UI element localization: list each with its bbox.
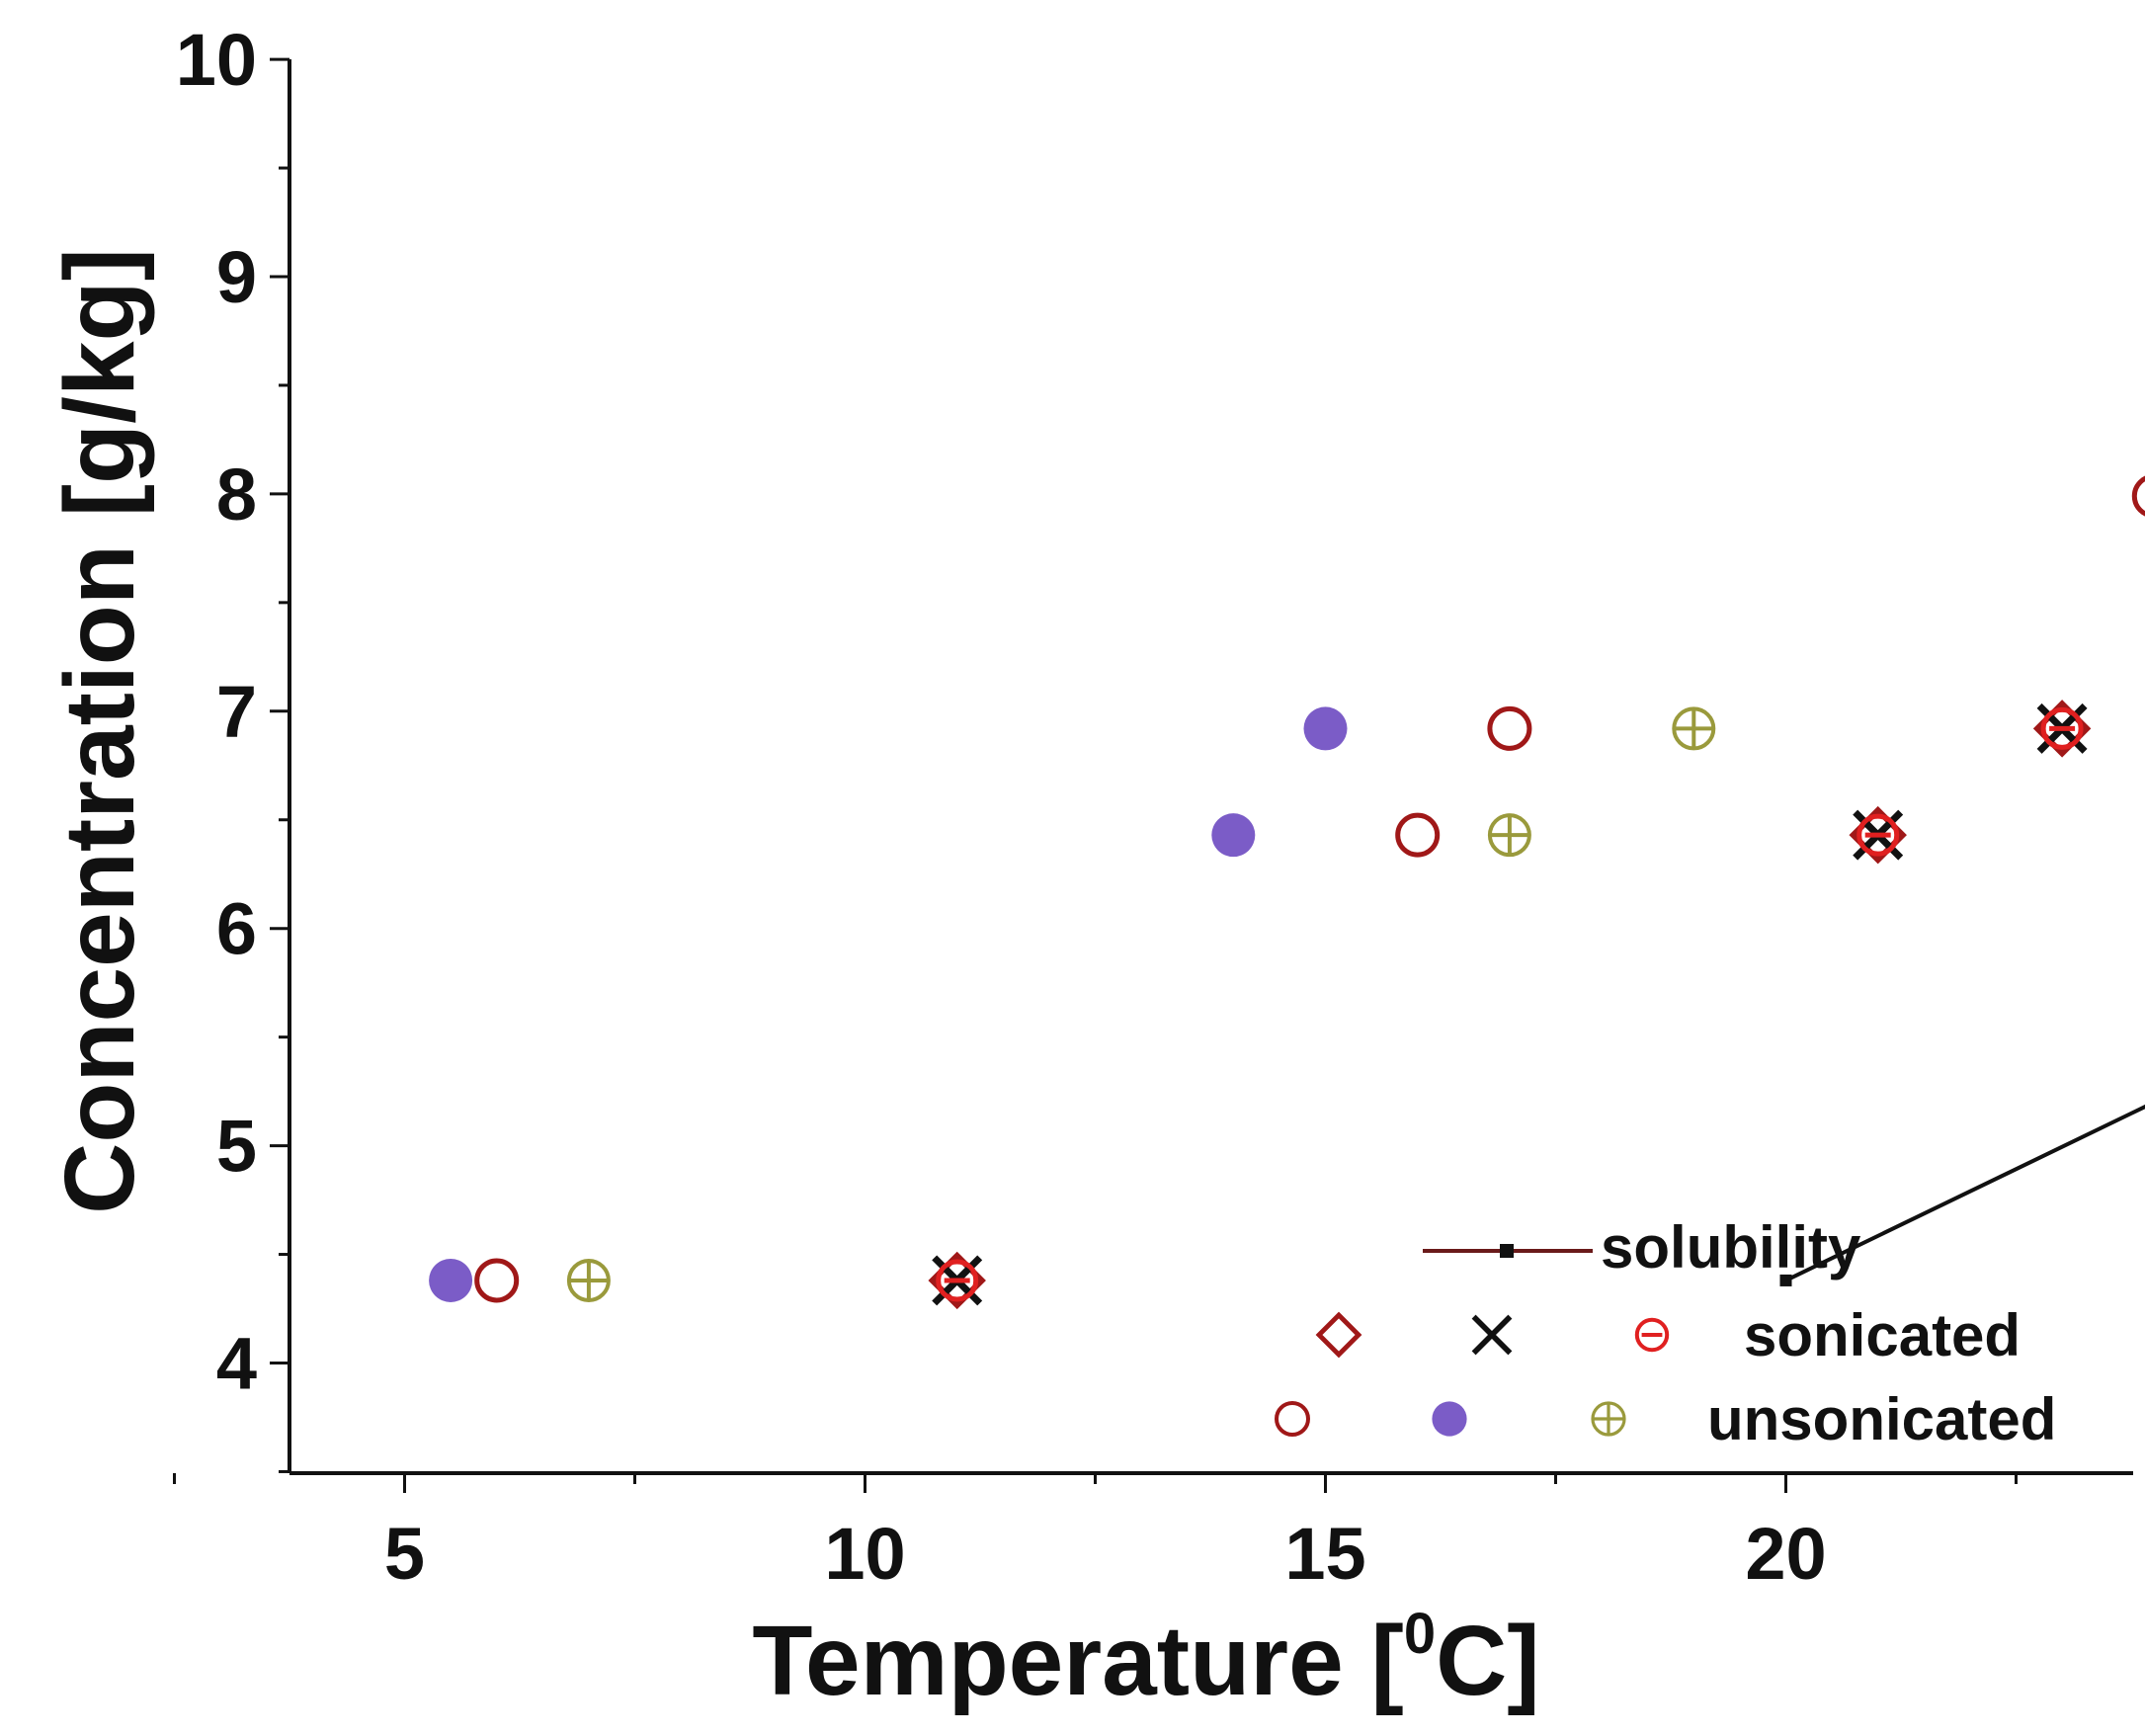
- y-tick-label: 4: [216, 1323, 257, 1405]
- data-point-circle-minus: [2040, 706, 2084, 750]
- legend-marker-x: [1471, 1314, 1513, 1356]
- legend: solubility sonicated unsonicated: [1275, 1214, 2056, 1452]
- data-point-circle-plus: [1487, 813, 1531, 858]
- y-axis-title: Concentration [g/kg]: [44, 248, 155, 1214]
- y-tick-label: 7: [216, 671, 257, 753]
- legend-point: [1500, 1244, 1514, 1258]
- data-point-open-circle: [1395, 812, 1441, 858]
- legend-marker-circle-minus: [1634, 1317, 1670, 1353]
- x-axis-title: Temperature [0C]: [752, 1602, 1539, 1716]
- data-point-open-circle: [474, 1258, 520, 1303]
- data-point-circle-plus: [566, 1258, 611, 1302]
- y-axis-ticks: 4 5 6 7 8 9 10: [176, 19, 289, 1473]
- legend-marker-open-circle: [1275, 1401, 1310, 1437]
- legend-unsonicated-label: unsonicated: [1707, 1386, 2056, 1452]
- legend-solubility-swatch: [1423, 1244, 1593, 1258]
- data-points: [429, 475, 2145, 1310]
- data-point-circle-minus: [936, 1259, 979, 1302]
- x-axis-ticks: 510152025303540: [173, 1473, 2018, 1595]
- legend-solubility-label: solubility: [1601, 1214, 1861, 1281]
- y-tick-label: 6: [216, 888, 257, 970]
- y-tick-label: 10: [176, 19, 257, 101]
- x-tick-label: 5: [384, 1513, 425, 1595]
- legend-marker-diamond: [1315, 1311, 1362, 1359]
- data-point-open-circle: [2131, 475, 2145, 517]
- y-tick-label: 8: [216, 454, 257, 536]
- circle-outline: [1856, 813, 1900, 857]
- legend-sonicated-label: sonicated: [1744, 1302, 2021, 1368]
- legend-sonicated-markers: [1315, 1311, 1670, 1359]
- y-tick-label: 5: [216, 1106, 257, 1188]
- circle-outline: [936, 1259, 979, 1302]
- circle-outline: [1634, 1317, 1670, 1353]
- solubility-series: [1779, 1104, 2145, 1286]
- x-tick-label: 15: [1284, 1513, 1365, 1595]
- data-point-circle-plus: [1672, 706, 1716, 751]
- x-tick-label: 20: [1745, 1513, 1826, 1595]
- legend-marker-circle-plus: [1591, 1401, 1626, 1437]
- x-stroke: [1471, 1314, 1513, 1356]
- data-point-filled-circle: [429, 1258, 473, 1302]
- x-tick-label: 10: [824, 1513, 905, 1595]
- legend-unsonicated-markers: [1275, 1401, 1626, 1437]
- solubility-line: [1784, 1104, 2145, 1282]
- data-point-circle-minus: [1856, 813, 1900, 857]
- data-point-filled-circle: [1211, 813, 1256, 858]
- y-tick-label: 9: [216, 236, 257, 318]
- legend-marker-filled-circle: [1432, 1401, 1467, 1437]
- circle-outline: [2040, 706, 2084, 750]
- data-point-open-circle: [1487, 705, 1532, 751]
- axes: [288, 59, 2133, 1475]
- solubility-point: [1779, 1274, 1792, 1286]
- data-point-filled-circle: [1303, 706, 1348, 751]
